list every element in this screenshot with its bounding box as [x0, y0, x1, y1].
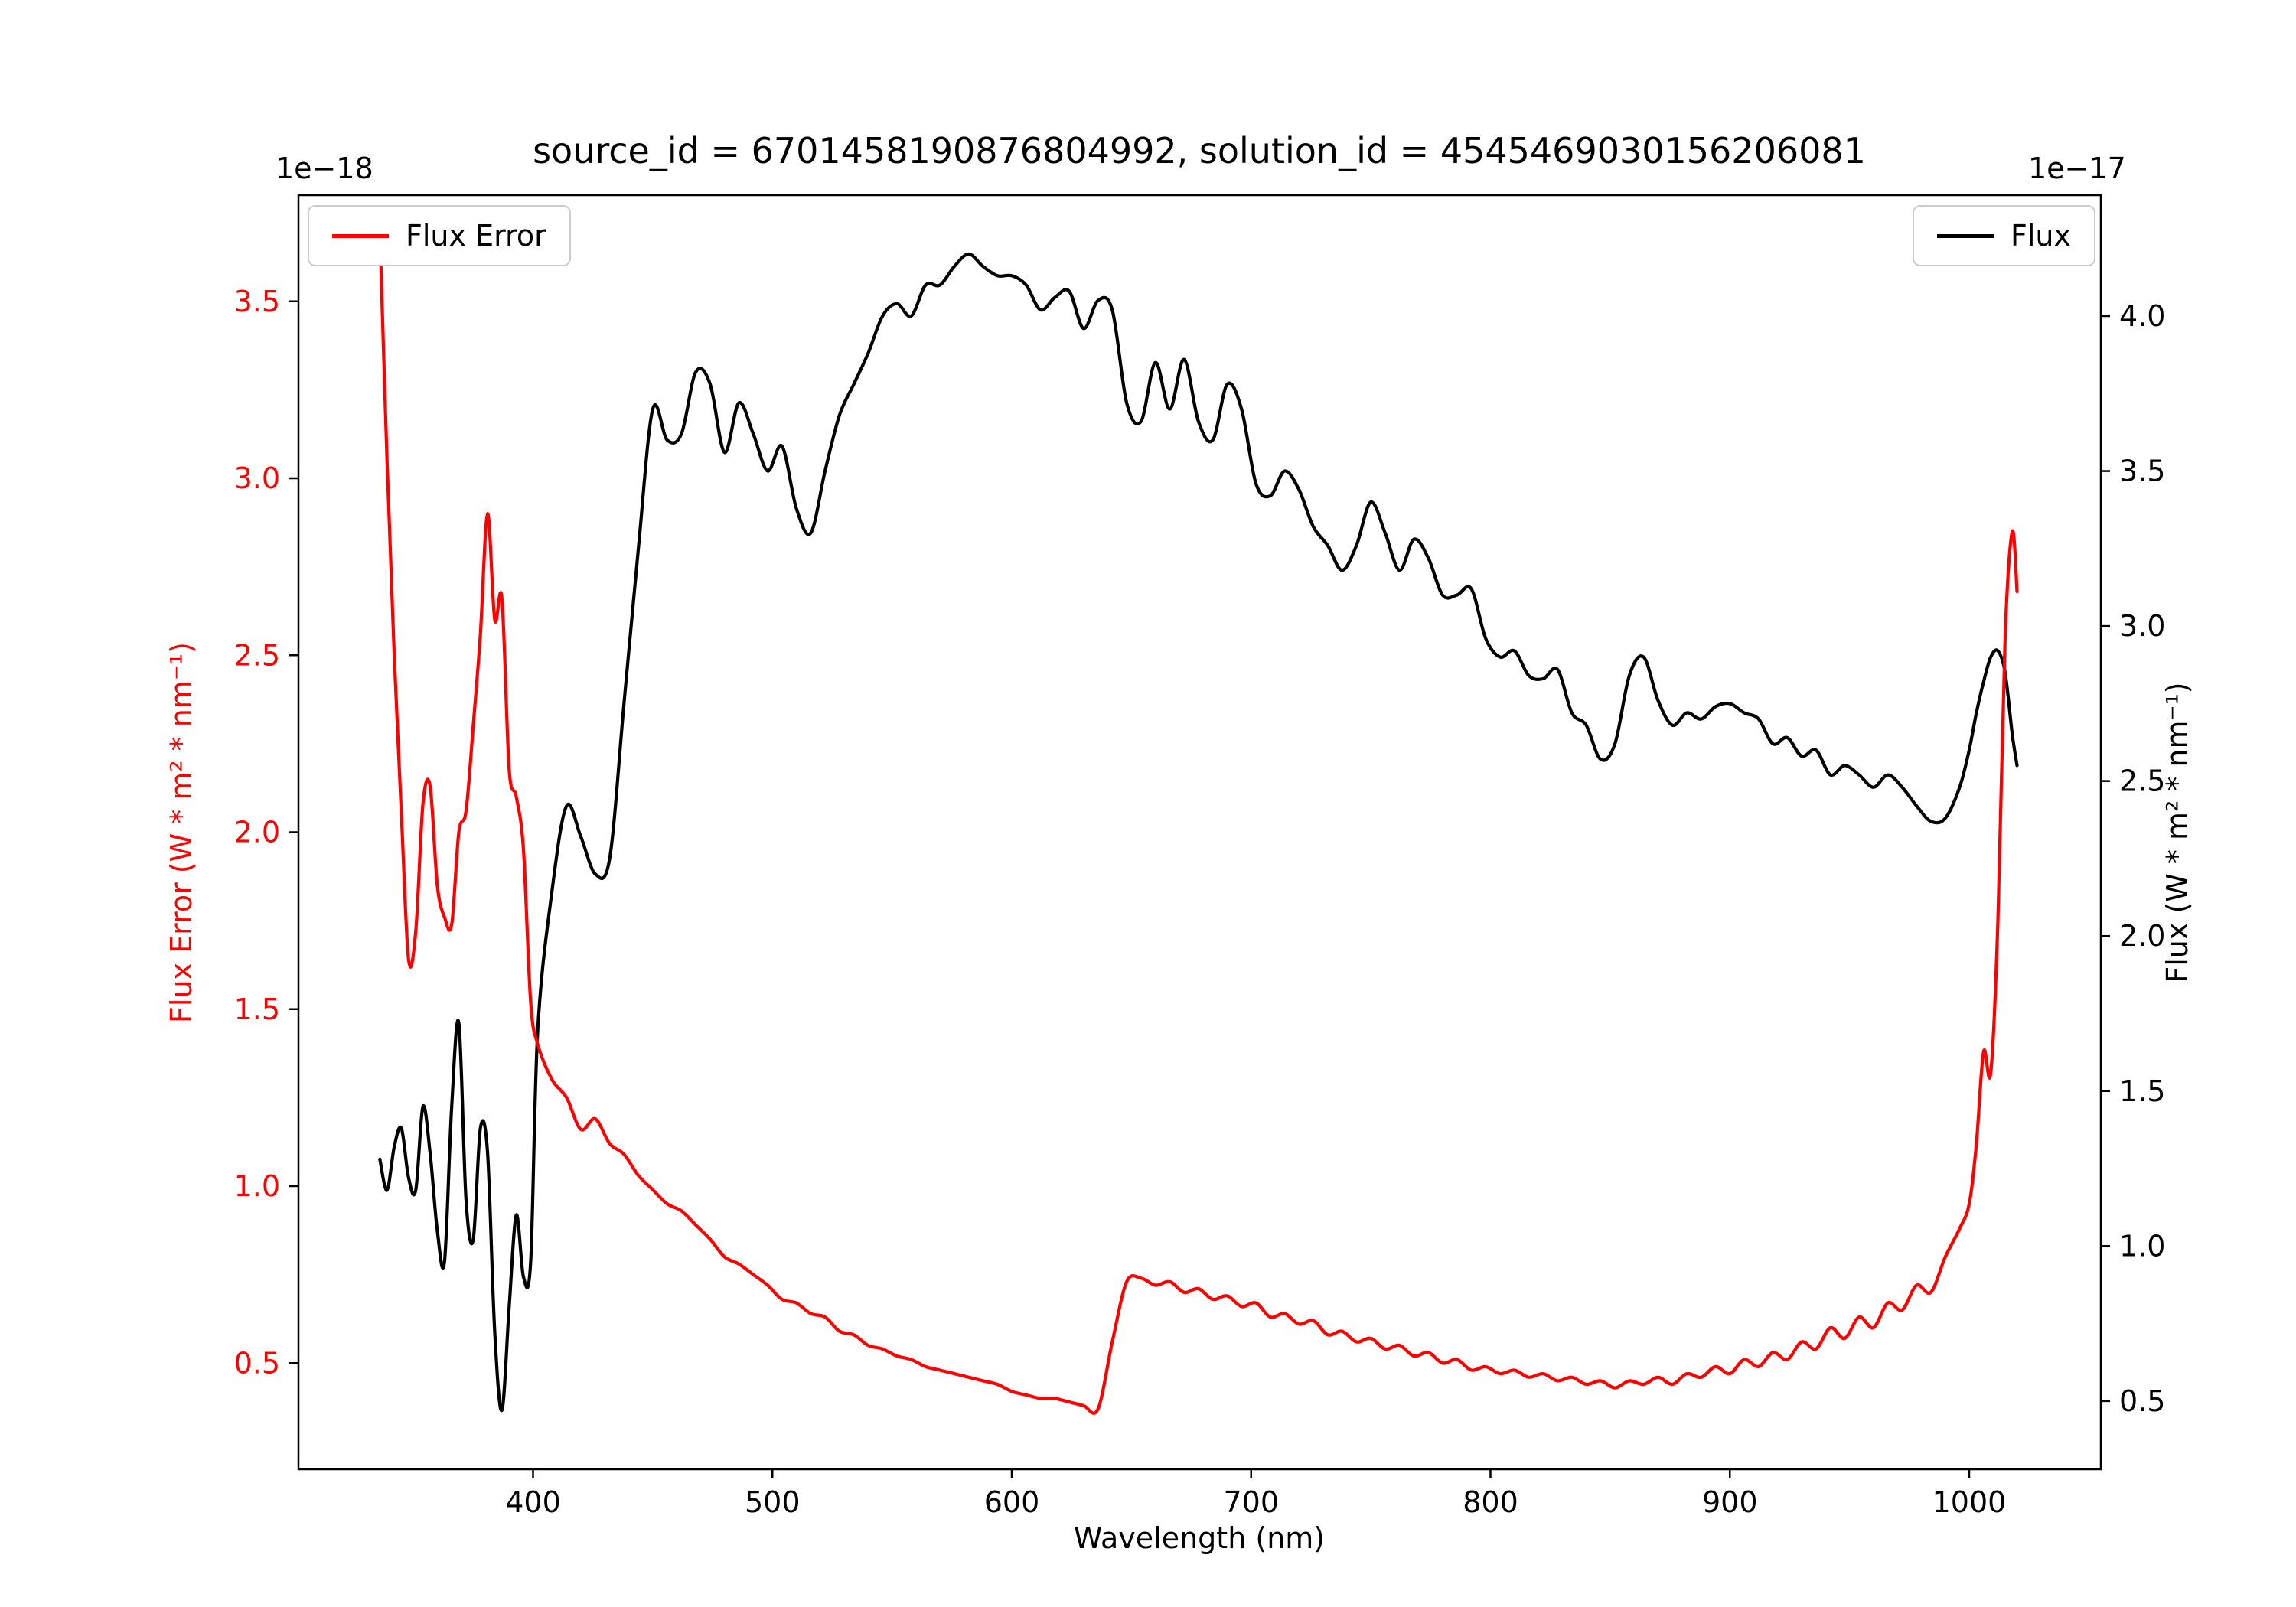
legend-flux-label: Flux [2011, 219, 2071, 253]
left-y-tick-label: 0.5 [234, 1346, 280, 1380]
left-y-tick-label: 1.5 [234, 993, 280, 1026]
axes-box [297, 194, 2102, 1471]
left-y-tick-label: 2.5 [234, 638, 280, 672]
right-y-tick-label: 3.0 [2119, 609, 2165, 643]
left-y-tick-label: 1.0 [234, 1169, 280, 1203]
right-y-tick-label: 1.0 [2119, 1229, 2165, 1263]
x-tick-label: 400 [505, 1485, 561, 1519]
x-tick-label: 1000 [1932, 1485, 2007, 1519]
right-axis-offset-label: 1e−17 [2028, 152, 2126, 185]
x-tick-label: 800 [1463, 1485, 1518, 1519]
flux-curve [378, 252, 2019, 1413]
right-y-tick-label: 0.5 [2119, 1384, 2165, 1418]
flux-error-curve [378, 229, 2019, 1415]
legend-flux: Flux [1913, 205, 2095, 266]
right-y-tick-label: 3.5 [2119, 455, 2165, 488]
x-axis-label: Wavelength (nm) [1073, 1521, 1326, 1555]
left-y-tick-label: 2.0 [234, 816, 280, 849]
left-y-axis-label: Flux Error (W * m² * nm⁻¹) [165, 642, 198, 1023]
x-tick-label: 900 [1702, 1485, 1758, 1519]
right-y-tick-label: 2.0 [2119, 919, 2165, 953]
legend-flux-error: Flux Error [308, 205, 571, 266]
x-tick-label: 500 [745, 1485, 801, 1519]
chart-title: source_id = 6701458190876804992, solutio… [533, 130, 1866, 171]
right-y-tick-label: 1.5 [2119, 1074, 2165, 1108]
left-y-tick-label: 3.5 [234, 285, 280, 318]
x-tick-label: 700 [1223, 1485, 1279, 1519]
right-y-axis-label: Flux (W * m² * nm⁻¹) [2161, 682, 2194, 983]
right-y-tick-label: 2.5 [2119, 764, 2165, 798]
legend-flux-error-label: Flux Error [406, 219, 546, 253]
flux-line-sample [1937, 233, 1994, 238]
left-axis-offset-label: 1e−18 [276, 152, 373, 185]
x-tick-label: 600 [984, 1485, 1040, 1519]
flux-error-line-sample [332, 233, 389, 238]
right-y-tick-label: 4.0 [2119, 299, 2165, 333]
left-y-tick-label: 3.0 [234, 461, 280, 495]
